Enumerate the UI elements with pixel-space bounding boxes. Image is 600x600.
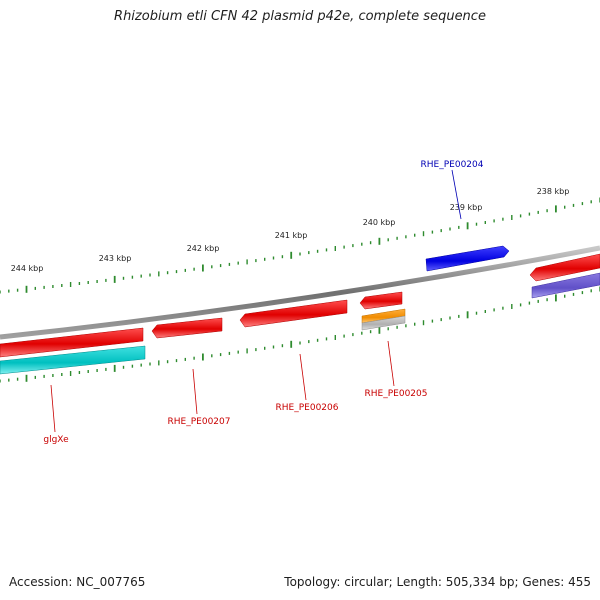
accession-text: Accession: NC_007765 bbox=[9, 575, 146, 589]
gene-glgxe-red[interactable] bbox=[0, 327, 144, 358]
scale-label-239: 239 kbp bbox=[450, 203, 483, 212]
scale-label-244: 244 kbp bbox=[11, 264, 44, 273]
gene-right-violet[interactable] bbox=[531, 272, 600, 299]
gene-rhe-pe00204[interactable] bbox=[425, 245, 510, 272]
scale-label-243: 243 kbp bbox=[99, 254, 132, 263]
gene-rhe-pe00205-red[interactable] bbox=[359, 291, 403, 310]
leader-rhe-pe00207 bbox=[192, 368, 198, 415]
gene-rhe-pe00205-grey[interactable] bbox=[361, 315, 406, 331]
scale-label-240: 240 kbp bbox=[363, 218, 396, 227]
label-rhe-pe00207[interactable]: RHE_PE00207 bbox=[168, 417, 231, 427]
plasmid-backbone bbox=[0, 245, 600, 340]
gene-rhe-pe00207[interactable] bbox=[151, 317, 223, 339]
label-glgxe[interactable]: glgXe bbox=[43, 435, 69, 445]
leader-glgxe bbox=[50, 384, 56, 433]
label-rhe-pe00205[interactable]: RHE_PE00205 bbox=[365, 389, 428, 399]
scale-label-238: 238 kbp bbox=[537, 187, 570, 196]
scale-labels: 244 kbp 243 kbp 242 kbp 241 kbp 240 kbp … bbox=[11, 187, 570, 273]
map-title: Rhizobium etli CFN 42 plasmid p42e, comp… bbox=[114, 9, 486, 24]
gene-glgxe[interactable] bbox=[0, 345, 146, 375]
label-rhe-pe00206[interactable]: RHE_PE00206 bbox=[276, 403, 339, 413]
scale-ticks bbox=[0, 197, 600, 383]
leader-rhe-pe00205 bbox=[387, 340, 395, 387]
scale-label-242: 242 kbp bbox=[187, 244, 220, 253]
leader-rhe-pe00204 bbox=[451, 169, 462, 220]
leader-rhe-pe00206 bbox=[299, 353, 307, 401]
gene-rhe-pe00206[interactable] bbox=[239, 299, 348, 328]
scale-label-241: 241 kbp bbox=[275, 231, 308, 240]
label-rhe-pe00204[interactable]: RHE_PE00204 bbox=[421, 160, 484, 170]
topology-summary: Topology: circular; Length: 505,334 bp; … bbox=[284, 575, 591, 589]
gene-right-red[interactable] bbox=[529, 253, 600, 282]
